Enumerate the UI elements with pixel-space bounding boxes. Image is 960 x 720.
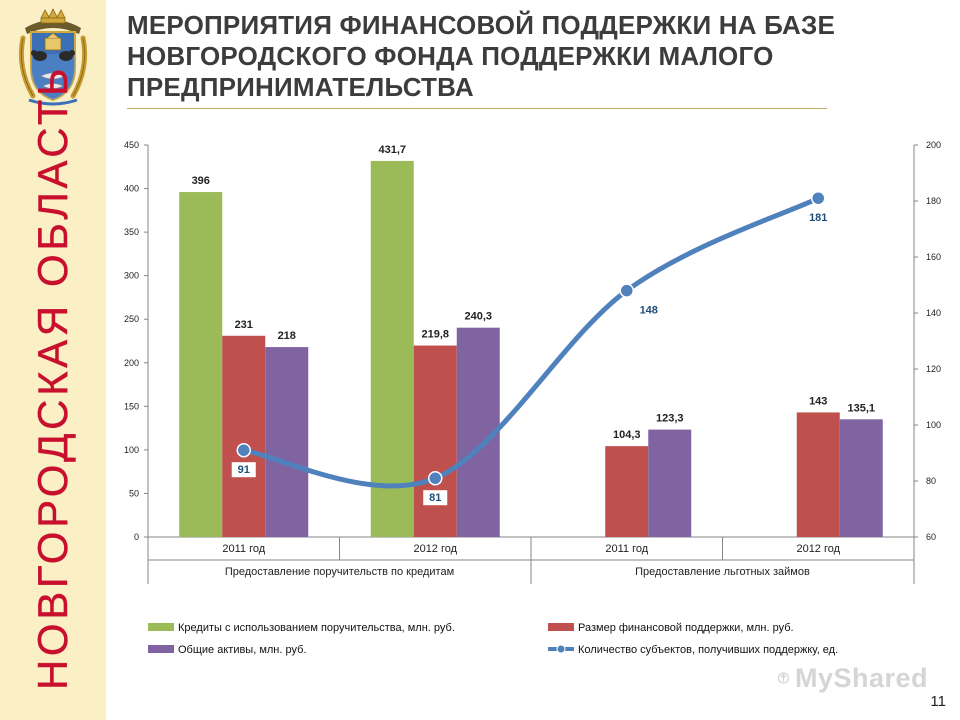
y-left-tick-label: 0 xyxy=(134,532,139,542)
bar xyxy=(222,335,266,537)
myshared-logo-icon xyxy=(778,672,789,684)
y-left-tick-label: 400 xyxy=(124,184,139,194)
line-value-label: 181 xyxy=(809,212,827,224)
line-value-label-bg xyxy=(423,490,448,506)
bar-value-label: 123,3 xyxy=(656,413,684,425)
slide-title: МЕРОПРИЯТИЯ ФИНАНСОВОЙ ПОДДЕРЖКИ НА БАЗЕ… xyxy=(127,10,836,102)
y-right-tick-label: 60 xyxy=(926,532,936,542)
y-left-tick-label: 450 xyxy=(124,140,139,150)
y-left-tick-label: 50 xyxy=(129,488,139,498)
line-value-label-bg xyxy=(636,302,661,318)
line-value-label-bg xyxy=(231,462,256,478)
x-tick-label: 2011 год xyxy=(605,543,648,555)
y-right-tick-label: 200 xyxy=(926,140,941,150)
line-value-label-bg xyxy=(806,210,831,226)
legend-swatch-marker xyxy=(556,644,566,654)
bar-value-label: 396 xyxy=(192,175,210,187)
bar-value-label: 431,7 xyxy=(378,144,406,156)
bar-value-label: 135,1 xyxy=(847,402,875,414)
y-right-tick-label: 80 xyxy=(926,476,936,486)
page-number: 11 xyxy=(930,693,946,710)
bar xyxy=(796,412,840,537)
y-left-tick-label: 200 xyxy=(124,358,139,368)
y-left-tick-label: 150 xyxy=(124,401,139,411)
bar xyxy=(265,347,309,537)
line-value-label: 81 xyxy=(429,492,441,504)
bar-value-label: 143 xyxy=(809,395,827,407)
y-right-tick-label: 120 xyxy=(926,364,941,374)
legend-swatch xyxy=(548,623,574,631)
line-value-label: 91 xyxy=(238,464,250,476)
bar xyxy=(413,345,457,537)
line-point xyxy=(811,190,826,206)
y-right-tick-label: 140 xyxy=(926,308,941,318)
y-left-tick-label: 300 xyxy=(124,271,139,281)
bar-value-label: 104,3 xyxy=(613,429,641,441)
title-divider xyxy=(127,108,827,109)
category-group-label: Предоставление поручительств по кредитам xyxy=(225,566,454,578)
bar-value-label: 219,8 xyxy=(421,329,449,341)
series-line xyxy=(241,195,821,489)
y-right-tick-label: 160 xyxy=(926,252,941,262)
x-tick-label: 2012 год xyxy=(413,543,457,555)
y-right-tick-label: 100 xyxy=(926,420,941,430)
bar xyxy=(179,192,223,537)
line-value-label: 148 xyxy=(640,305,658,317)
y-left-tick-label: 250 xyxy=(124,314,139,324)
bar-value-label: 231 xyxy=(235,319,253,331)
watermark-text: MyShared xyxy=(794,662,928,693)
x-tick-label: 2012 год xyxy=(796,543,840,555)
legend-swatch xyxy=(148,645,174,653)
line-point xyxy=(428,470,443,486)
watermark: MyShared xyxy=(778,660,928,696)
sidebar: НОВГОРОДСКАЯ ОБЛАСТЬ xyxy=(0,0,106,720)
bar xyxy=(648,429,692,537)
y-right-tick-label: 180 xyxy=(926,196,941,206)
line-point xyxy=(619,283,634,298)
bar xyxy=(370,160,414,537)
chart-area: 0 50 100 150 200 250 300 350 400 450 60 80 100 120 140… xyxy=(112,125,954,662)
legend-swatch xyxy=(148,623,174,631)
legend-label: Общие активы, млн. руб. xyxy=(178,644,306,656)
x-tick-label: 2011 год xyxy=(222,543,265,555)
legend-label: Количество субъектов, получивших поддерж… xyxy=(578,644,838,656)
bar xyxy=(605,446,649,537)
novgorod-coat-of-arms-icon xyxy=(18,8,88,106)
bar xyxy=(839,419,883,537)
y-left-tick-label: 350 xyxy=(124,227,139,237)
bar-value-label: 240,3 xyxy=(464,311,492,323)
category-group-label: Предоставление льготных займов xyxy=(635,566,810,578)
bar-value-label: 218 xyxy=(278,330,296,342)
y-left-tick-label: 100 xyxy=(124,445,139,455)
chart-svg: 0 50 100 150 200 250 300 350 400 450 60 80 100 120 140… xyxy=(124,140,941,656)
legend-label: Размер финансовой поддержки, млн. руб. xyxy=(578,622,794,634)
legend-label: Кредиты с использованием поручительства,… xyxy=(178,622,455,634)
line-point xyxy=(236,442,251,458)
region-name: НОВГОРОДСКАЯ ОБЛАСТЬ xyxy=(29,64,76,691)
